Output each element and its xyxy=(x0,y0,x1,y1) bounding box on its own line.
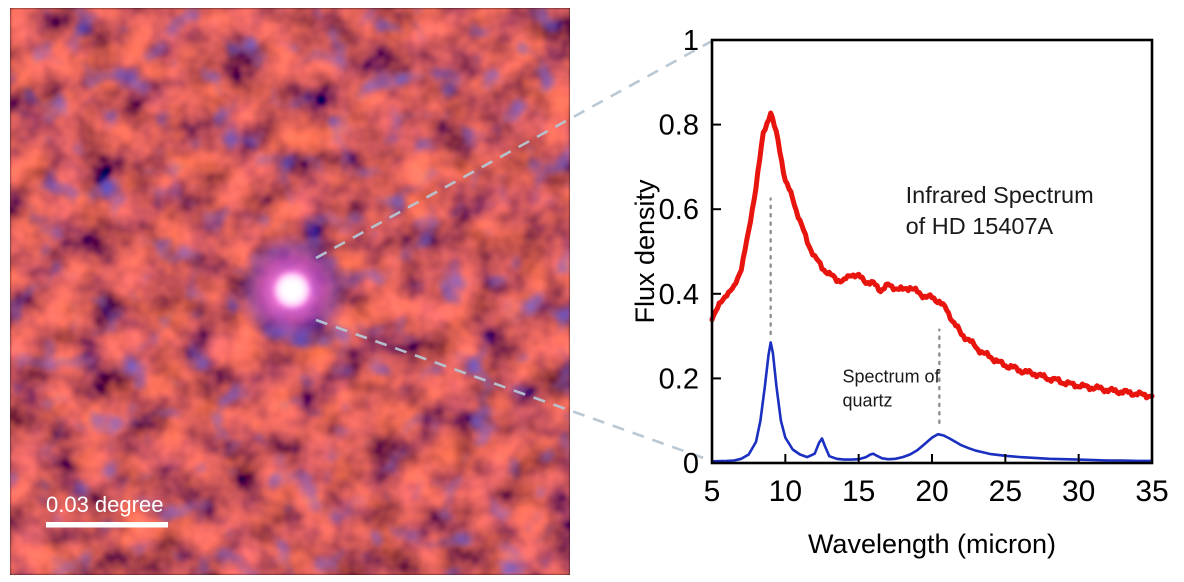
chart-annotation: of HD 15407A xyxy=(906,213,1054,239)
x-tick-label: 10 xyxy=(769,475,802,508)
y-axis-title: Flux density xyxy=(630,179,660,324)
x-tick-label: 30 xyxy=(1062,475,1095,508)
series-hd15407a-spectrum xyxy=(709,110,1155,401)
y-tick-label: 0.2 xyxy=(659,363,699,395)
x-axis-title: Wavelength (micron) xyxy=(808,529,1056,559)
chart-annotation: quartz xyxy=(843,391,893,411)
y-tick-label: 1 xyxy=(683,25,699,57)
y-tick-label: 0.4 xyxy=(659,279,699,311)
chart-annotation: Spectrum of xyxy=(843,367,941,387)
scale-bar-label: 0.03 degree xyxy=(46,492,163,517)
spectrum-chart-panel: 5 10 15 20 25 30 35 0 0.2 0.4 0.6 0.8 1 Wavelength (m… xyxy=(630,10,1184,582)
scale-bar xyxy=(46,522,168,528)
infrared-sky-image: 0.03 degree xyxy=(10,8,570,575)
y-tick-label: 0.8 xyxy=(659,110,699,142)
spectrum-chart: 5 10 15 20 25 30 35 0 0.2 0.4 0.6 0.8 1 Wavelength (m… xyxy=(630,25,1169,559)
y-tick-label: 0 xyxy=(683,448,699,480)
x-tick-label: 5 xyxy=(704,475,721,508)
x-tick-label: 15 xyxy=(842,475,875,508)
x-tick-label: 25 xyxy=(989,475,1022,508)
series-quartz-spectrum xyxy=(710,341,1154,463)
x-tick-label: 20 xyxy=(915,475,948,508)
y-tick-label: 0.6 xyxy=(659,194,699,226)
star-core xyxy=(272,270,312,310)
chart-annotation: Infrared Spectrum xyxy=(906,182,1094,208)
sky-image-panel: 0.03 degree xyxy=(10,8,570,575)
x-tick-label: 35 xyxy=(1135,475,1168,508)
